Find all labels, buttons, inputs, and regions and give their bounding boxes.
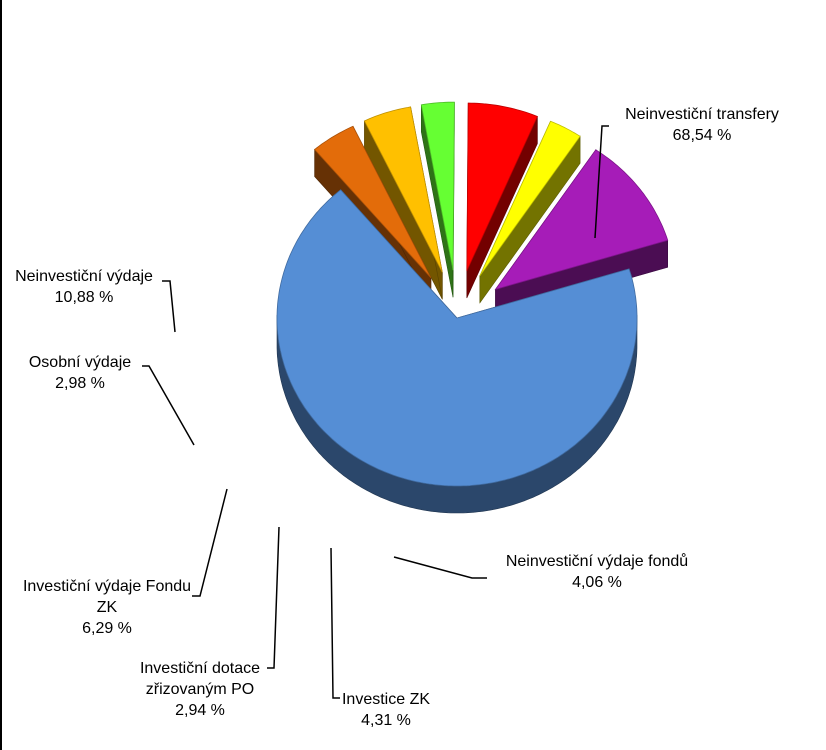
slice-1-top <box>314 125 432 278</box>
slice-4-top <box>466 102 538 272</box>
leader-line-5 <box>142 365 195 446</box>
leader-line-6 <box>162 280 176 333</box>
leader-line-0 <box>594 125 609 239</box>
slice-5-top <box>479 120 581 277</box>
slice-3-top <box>420 101 455 271</box>
leader-line-1 <box>393 556 487 579</box>
label-neinvesticni-transfery: Neinvestiční transfery 68,54 % <box>625 106 779 144</box>
label-osobni-vydaje: Osobní výdaje 2,98 % <box>28 354 132 392</box>
label-investicni-vydaje-fondu-zk: Investiční výdaje Fondu ZK 6,29 % <box>22 578 192 637</box>
slice-0-top <box>276 189 638 487</box>
leader-line-2 <box>330 547 340 699</box>
label-neinvesticni-vydaje-fondu: Neinvestiční výdaje fondů 4,06 % <box>505 553 689 591</box>
leader-line-4 <box>192 488 228 597</box>
slice-2-top <box>363 106 443 273</box>
label-neinvesticni-vydaje: Neinvestiční výdaje 10,88 % <box>15 268 153 306</box>
slice-6-top <box>494 149 669 291</box>
leader-line-3 <box>267 526 280 669</box>
label-investice-zk: Investice ZK 4,31 % <box>341 691 431 729</box>
label-investicni-dotace: Investiční dotace zřizovaným PO 2,94 % <box>139 660 261 719</box>
